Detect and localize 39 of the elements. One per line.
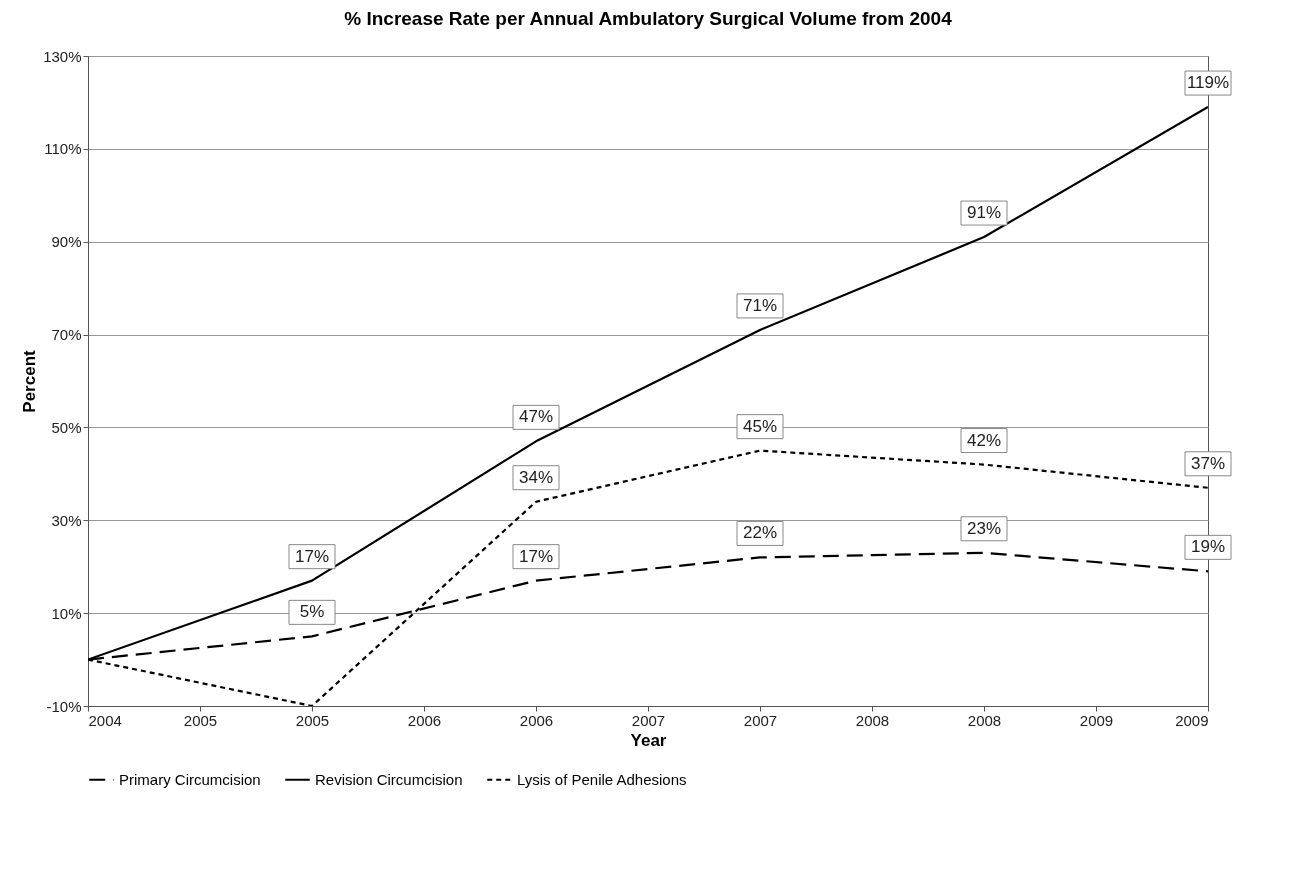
chart-title: % Increase Rate per Annual Ambulatory Surgical Volume from 2004 bbox=[344, 8, 953, 29]
y-tick-label: 90% bbox=[51, 233, 82, 251]
data-label: 19% bbox=[1190, 537, 1226, 557]
x-tick-label: 2004 bbox=[88, 711, 122, 729]
data-label: 5% bbox=[299, 602, 325, 622]
y-axis-title: Percent bbox=[20, 349, 40, 413]
x-tick-label: 2005 bbox=[183, 711, 218, 729]
x-tick-label: 2007 bbox=[631, 711, 666, 729]
data-label: 22% bbox=[742, 523, 778, 543]
data-label: 23% bbox=[966, 518, 1002, 538]
x-tick-label: 2005 bbox=[295, 711, 330, 729]
data-label: 45% bbox=[742, 416, 778, 436]
data-label: 71% bbox=[742, 295, 778, 315]
data-label: 47% bbox=[518, 407, 554, 427]
data-label: 37% bbox=[1190, 453, 1226, 473]
y-tick-label: 50% bbox=[51, 418, 82, 436]
legend-label: Revision Circumcision bbox=[315, 770, 463, 788]
x-tick-label: 2007 bbox=[743, 711, 778, 729]
data-label: 34% bbox=[518, 467, 554, 487]
data-label: 91% bbox=[966, 203, 1002, 223]
x-axis-title: Year bbox=[630, 730, 667, 750]
legend-label: Primary Circumcision bbox=[119, 770, 261, 788]
y-tick-label: 10% bbox=[51, 604, 82, 622]
data-label: 17% bbox=[518, 546, 554, 566]
x-tick-label: 2008 bbox=[967, 711, 1002, 729]
x-tick-label: 2009 bbox=[1175, 711, 1209, 729]
y-tick-label: 130% bbox=[43, 47, 82, 65]
y-tick-label: 30% bbox=[51, 511, 82, 529]
x-tick-label: 2006 bbox=[407, 711, 442, 729]
x-tick-label: 2008 bbox=[855, 711, 890, 729]
y-tick-label: 110% bbox=[44, 140, 82, 158]
data-label: 42% bbox=[966, 430, 1002, 450]
x-tick-label: 2009 bbox=[1079, 711, 1114, 729]
data-label: 17% bbox=[294, 546, 330, 566]
y-tick-label: -10% bbox=[46, 697, 82, 715]
data-label: 119% bbox=[1186, 73, 1230, 93]
legend-label: Lysis of Penile Adhesions bbox=[517, 770, 687, 788]
y-tick-label: 70% bbox=[51, 326, 82, 344]
x-tick-label: 2006 bbox=[519, 711, 554, 729]
